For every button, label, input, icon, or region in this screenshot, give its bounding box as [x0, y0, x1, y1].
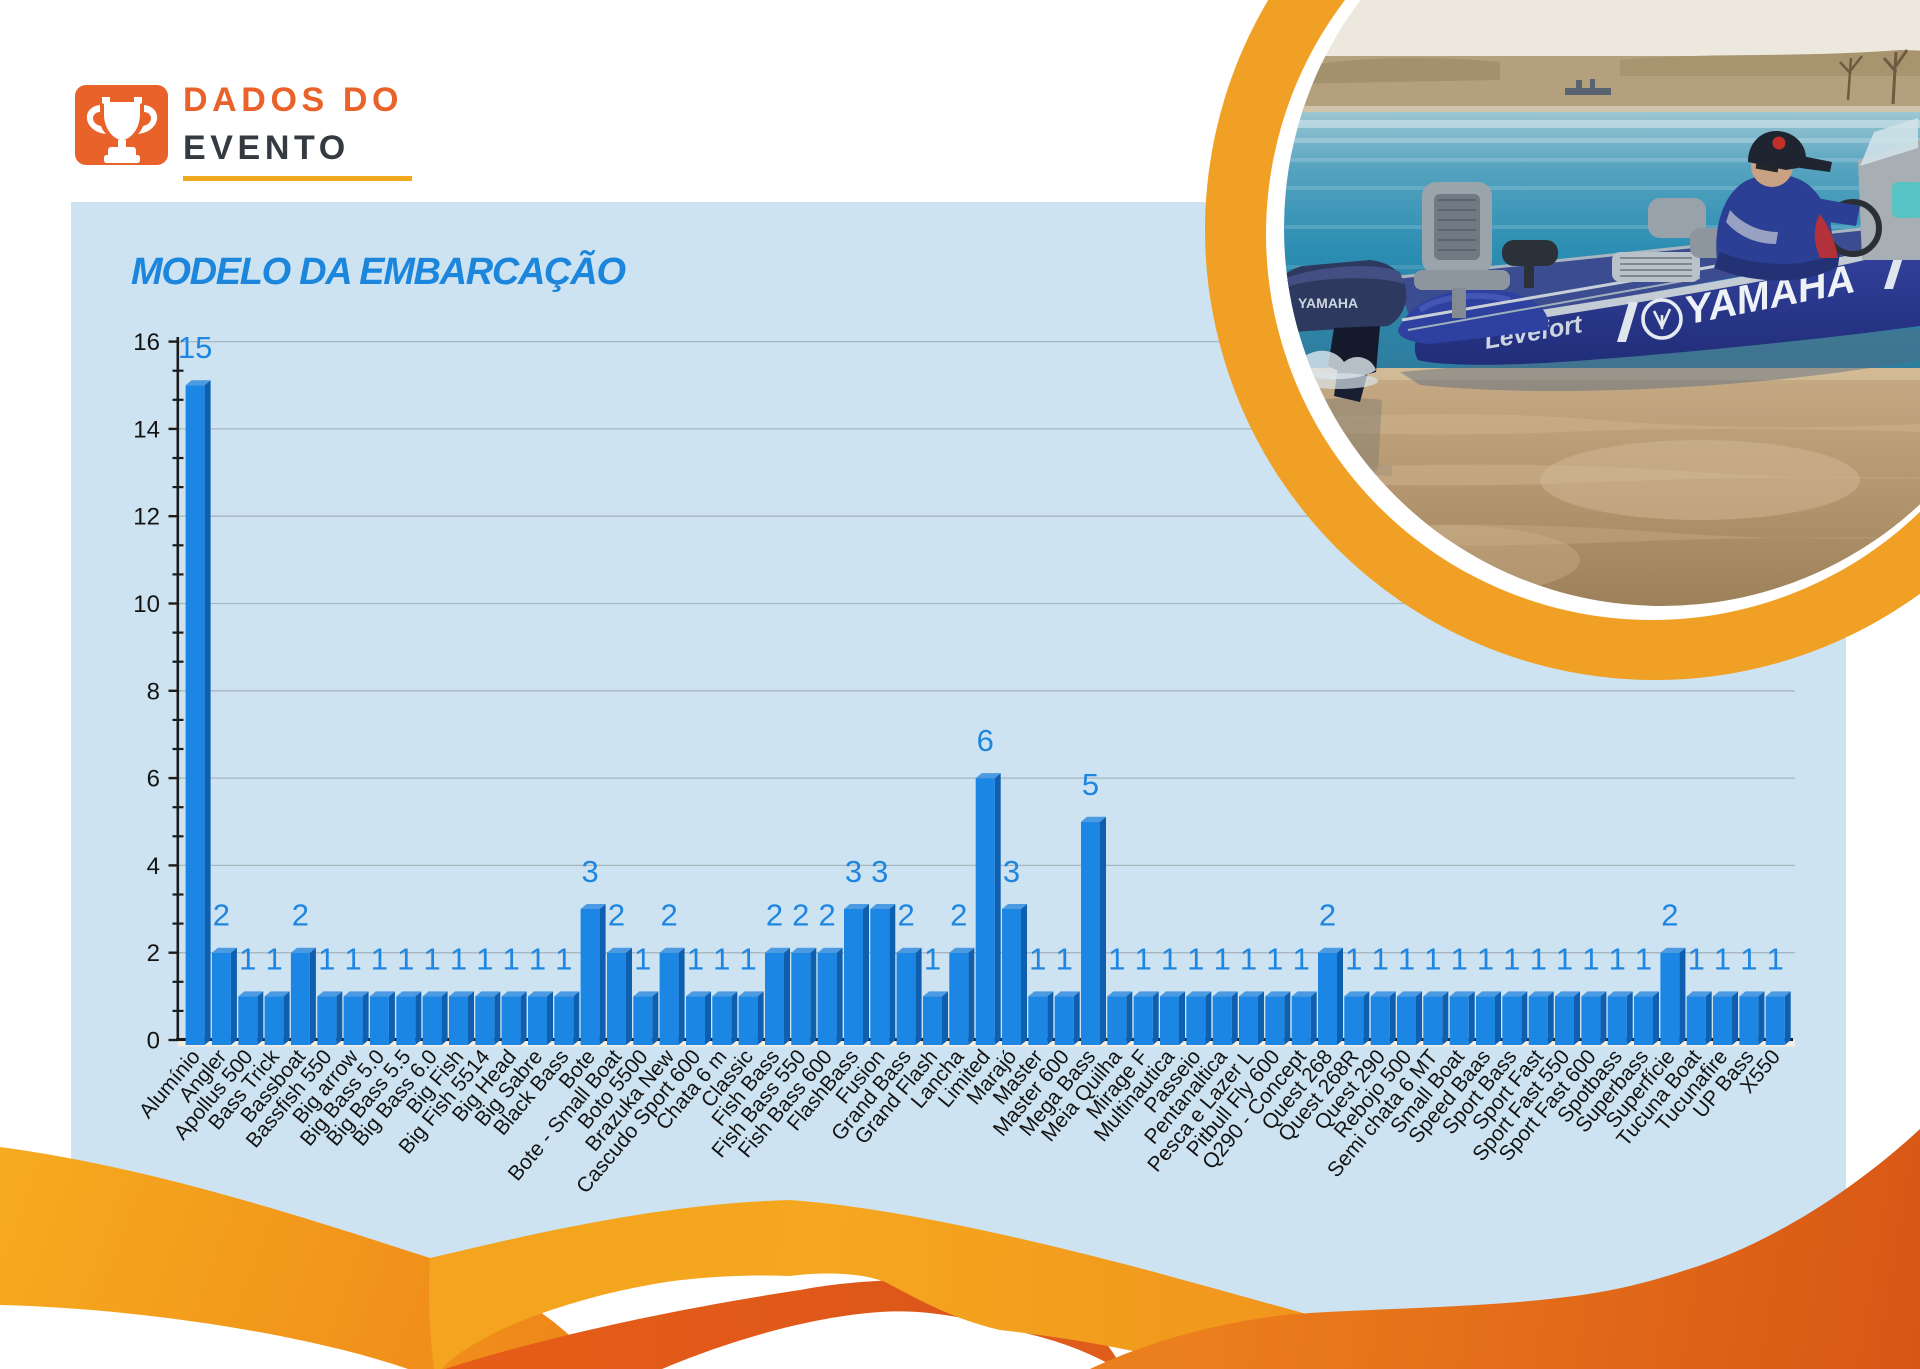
svg-text:3: 3: [871, 854, 888, 889]
svg-text:1: 1: [397, 941, 414, 976]
svg-text:1: 1: [1582, 941, 1599, 976]
svg-text:1: 1: [1398, 941, 1415, 976]
svg-text:1: 1: [1029, 941, 1046, 976]
svg-text:4: 4: [147, 853, 160, 880]
svg-text:16: 16: [133, 329, 160, 356]
svg-text:15: 15: [178, 330, 212, 365]
svg-text:1: 1: [1214, 941, 1231, 976]
svg-text:2: 2: [213, 898, 230, 933]
svg-text:2: 2: [292, 898, 309, 933]
svg-text:1: 1: [1688, 941, 1705, 976]
svg-text:1: 1: [1451, 941, 1468, 976]
svg-text:DADOS DO: DADOS DO: [183, 81, 403, 119]
svg-text:1: 1: [344, 941, 361, 976]
svg-text:6: 6: [147, 766, 160, 793]
svg-text:1: 1: [1240, 941, 1257, 976]
svg-text:1: 1: [1424, 941, 1441, 976]
svg-text:1: 1: [318, 941, 335, 976]
svg-text:1: 1: [423, 941, 440, 976]
svg-text:1: 1: [1556, 941, 1573, 976]
svg-text:1: 1: [1372, 941, 1389, 976]
svg-text:14: 14: [133, 416, 160, 443]
svg-text:3: 3: [581, 854, 598, 889]
svg-text:1: 1: [1187, 941, 1204, 976]
svg-text:10: 10: [133, 591, 160, 618]
svg-text:6: 6: [977, 723, 994, 758]
svg-text:1: 1: [265, 941, 282, 976]
svg-text:12: 12: [133, 504, 160, 531]
svg-text:2: 2: [1661, 898, 1678, 933]
svg-text:1: 1: [1293, 941, 1310, 976]
svg-text:1: 1: [476, 941, 493, 976]
svg-text:1: 1: [1530, 941, 1547, 976]
svg-text:2: 2: [766, 898, 783, 933]
svg-text:YAMAHA: YAMAHA: [1298, 295, 1358, 311]
svg-text:1: 1: [739, 941, 756, 976]
svg-text:1: 1: [1740, 941, 1757, 976]
svg-text:2: 2: [792, 898, 809, 933]
svg-text:2: 2: [608, 898, 625, 933]
svg-text:1: 1: [1108, 941, 1125, 976]
svg-text:5: 5: [1082, 767, 1099, 802]
svg-text:1: 1: [1714, 941, 1731, 976]
svg-text:1: 1: [371, 941, 388, 976]
svg-text:1: 1: [1503, 941, 1520, 976]
svg-text:EVENTO: EVENTO: [183, 129, 350, 167]
svg-text:2: 2: [1319, 898, 1336, 933]
svg-text:1: 1: [529, 941, 546, 976]
svg-text:1: 1: [1477, 941, 1494, 976]
svg-text:MODELO DA EMBARCAÇÃO: MODELO DA EMBARCAÇÃO: [131, 249, 626, 293]
svg-text:1: 1: [687, 941, 704, 976]
svg-text:1: 1: [713, 941, 730, 976]
svg-text:1: 1: [1767, 941, 1784, 976]
svg-text:1: 1: [634, 941, 651, 976]
svg-text:3: 3: [1003, 854, 1020, 889]
svg-text:2: 2: [818, 898, 835, 933]
svg-text:1: 1: [1609, 941, 1626, 976]
svg-text:1: 1: [924, 941, 941, 976]
svg-text:8: 8: [147, 678, 160, 705]
svg-text:0: 0: [147, 1028, 160, 1055]
svg-text:1: 1: [1266, 941, 1283, 976]
svg-text:1: 1: [1161, 941, 1178, 976]
svg-text:1: 1: [1345, 941, 1362, 976]
svg-text:1: 1: [1635, 941, 1652, 976]
svg-text:1: 1: [239, 941, 256, 976]
svg-text:3: 3: [845, 854, 862, 889]
svg-text:2: 2: [147, 940, 160, 967]
svg-text:1: 1: [1056, 941, 1073, 976]
svg-text:2: 2: [950, 898, 967, 933]
svg-text:1: 1: [502, 941, 519, 976]
svg-text:2: 2: [897, 898, 914, 933]
svg-text:2: 2: [660, 898, 677, 933]
svg-text:1: 1: [450, 941, 467, 976]
svg-text:1: 1: [555, 941, 572, 976]
svg-text:1: 1: [1135, 941, 1152, 976]
